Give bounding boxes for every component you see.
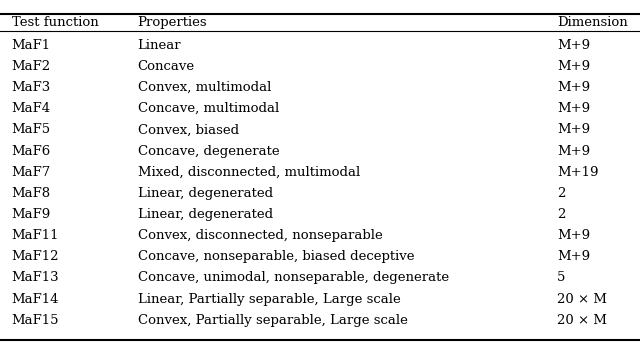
- Text: MaF12: MaF12: [12, 250, 59, 263]
- Text: 2: 2: [557, 208, 565, 221]
- Text: M+9: M+9: [557, 39, 590, 52]
- Text: MaF2: MaF2: [12, 60, 51, 73]
- Text: MaF6: MaF6: [12, 144, 51, 158]
- Text: 2: 2: [557, 187, 565, 200]
- Text: 20 × M: 20 × M: [557, 293, 607, 305]
- Text: M+9: M+9: [557, 229, 590, 242]
- Text: M+9: M+9: [557, 102, 590, 115]
- Text: Linear, degenerated: Linear, degenerated: [138, 208, 273, 221]
- Text: MaF14: MaF14: [12, 293, 59, 305]
- Text: Concave, nonseparable, biased deceptive: Concave, nonseparable, biased deceptive: [138, 250, 414, 263]
- Text: Test function: Test function: [12, 16, 99, 29]
- Text: MaF1: MaF1: [12, 39, 51, 52]
- Text: Convex, Partially separable, Large scale: Convex, Partially separable, Large scale: [138, 314, 408, 327]
- Text: MaF5: MaF5: [12, 123, 51, 136]
- Text: 20 × M: 20 × M: [557, 314, 607, 327]
- Text: Linear, degenerated: Linear, degenerated: [138, 187, 273, 200]
- Text: Convex, disconnected, nonseparable: Convex, disconnected, nonseparable: [138, 229, 382, 242]
- Text: MaF7: MaF7: [12, 166, 51, 179]
- Text: Dimension: Dimension: [557, 16, 628, 29]
- Text: Concave, unimodal, nonseparable, degenerate: Concave, unimodal, nonseparable, degener…: [138, 271, 449, 284]
- Text: MaF15: MaF15: [12, 314, 59, 327]
- Text: Linear: Linear: [138, 39, 181, 52]
- Text: Mixed, disconnected, multimodal: Mixed, disconnected, multimodal: [138, 166, 360, 179]
- Text: M+9: M+9: [557, 60, 590, 73]
- Text: Concave, degenerate: Concave, degenerate: [138, 144, 279, 158]
- Text: Convex, biased: Convex, biased: [138, 123, 239, 136]
- Text: MaF9: MaF9: [12, 208, 51, 221]
- Text: M+9: M+9: [557, 250, 590, 263]
- Text: M+9: M+9: [557, 81, 590, 94]
- Text: 5: 5: [557, 271, 565, 284]
- Text: MaF4: MaF4: [12, 102, 51, 115]
- Text: Concave: Concave: [138, 60, 195, 73]
- Text: MaF11: MaF11: [12, 229, 59, 242]
- Text: MaF13: MaF13: [12, 271, 59, 284]
- Text: M+9: M+9: [557, 123, 590, 136]
- Text: Convex, multimodal: Convex, multimodal: [138, 81, 271, 94]
- Text: MaF3: MaF3: [12, 81, 51, 94]
- Text: M+19: M+19: [557, 166, 598, 179]
- Text: Properties: Properties: [138, 16, 207, 29]
- Text: Concave, multimodal: Concave, multimodal: [138, 102, 279, 115]
- Text: Linear, Partially separable, Large scale: Linear, Partially separable, Large scale: [138, 293, 401, 305]
- Text: MaF8: MaF8: [12, 187, 51, 200]
- Text: M+9: M+9: [557, 144, 590, 158]
